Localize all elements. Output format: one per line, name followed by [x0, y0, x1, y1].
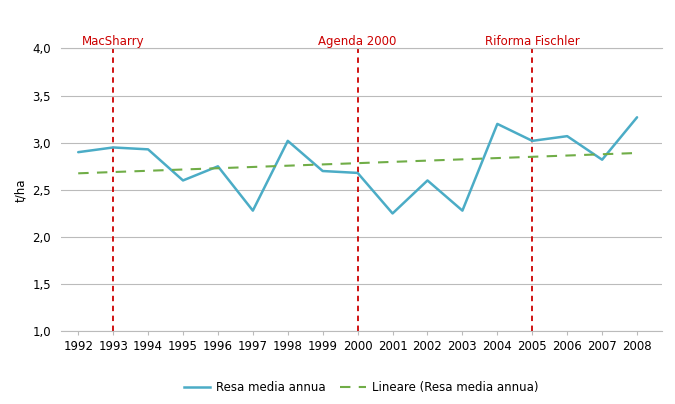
Y-axis label: t/ha: t/ha	[14, 178, 27, 202]
Text: Agenda 2000: Agenda 2000	[319, 36, 397, 48]
Text: MacSharry: MacSharry	[82, 36, 144, 48]
Text: Riforma Fischler: Riforma Fischler	[485, 36, 580, 48]
Legend: Resa media annua, Lineare (Resa media annua): Resa media annua, Lineare (Resa media an…	[180, 377, 543, 399]
